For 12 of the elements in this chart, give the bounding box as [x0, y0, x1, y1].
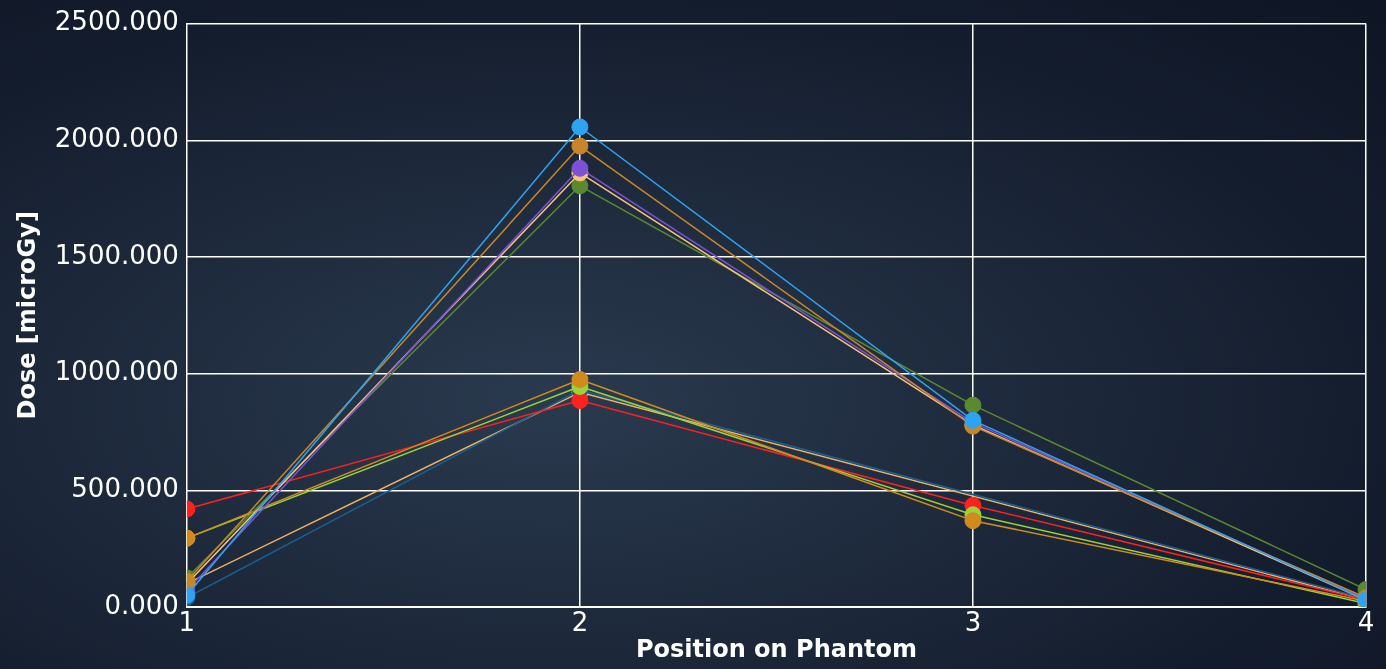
x-tick-label: 1	[178, 607, 196, 638]
y-tick-label: 500.000	[71, 473, 179, 504]
x-tick-label: 4	[1357, 607, 1375, 638]
x-axis-title: Position on Phantom	[635, 634, 917, 663]
y-axis-title: Dose [microGy]	[12, 211, 41, 420]
y-tick-label: 2000.000	[54, 123, 179, 154]
y-tick-label: 1500.000	[54, 239, 179, 270]
x-tick-label: 3	[964, 607, 982, 638]
x-tick-label: 2	[571, 607, 589, 638]
y-tick-label: 0.000	[104, 589, 179, 620]
y-tick-label: 2500.000	[54, 6, 179, 37]
y-tick-label: 1000.000	[54, 356, 179, 387]
